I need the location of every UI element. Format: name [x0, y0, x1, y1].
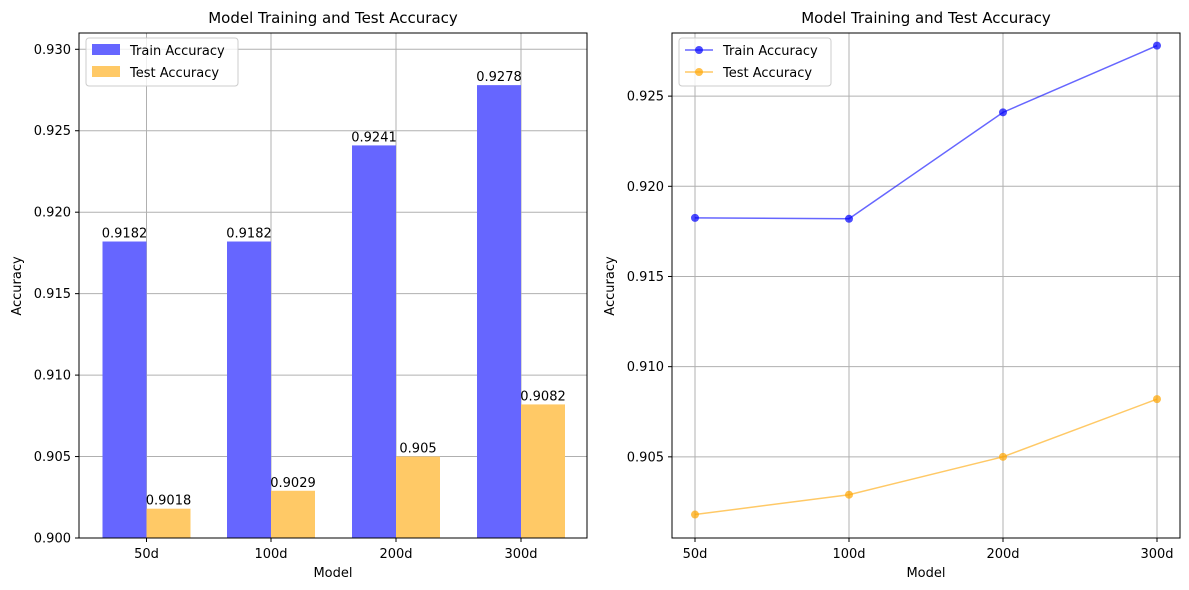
train-point	[691, 213, 699, 222]
y-tick-label: 0.910	[34, 369, 71, 384]
legend-swatch-train	[92, 44, 120, 55]
y-tick-label: 0.910	[627, 360, 664, 375]
x-tick-label: 200d	[379, 547, 412, 562]
bar-value-label: 0.905	[399, 442, 436, 457]
bar-chart-legend: Train Accuracy Test Accuracy	[85, 37, 239, 87]
y-tick-label: 0.905	[34, 450, 71, 465]
x-tick-label: 100d	[254, 547, 287, 562]
test-bar	[146, 508, 191, 538]
line-chart-legend: Train Accuracy Test Accuracy	[678, 37, 832, 87]
train-bar	[102, 241, 147, 539]
legend-marker-train	[695, 46, 703, 54]
legend-box	[85, 37, 239, 87]
legend-label-train: Train Accuracy	[722, 44, 818, 59]
legend-box	[678, 37, 832, 87]
train-point	[1153, 41, 1161, 50]
line-chart-frame	[671, 32, 1181, 539]
x-tick-label: 200d	[986, 547, 1019, 562]
test-bar	[271, 490, 315, 538]
bar-chart-marks: 0.9182 0.9182 0.9241 0.9278 0.9018 0.9029 0.90…	[102, 70, 566, 539]
bar-value-label: 0.9018	[146, 494, 192, 509]
y-tick-label: 0.925	[627, 90, 664, 105]
y-tick-label: 0.930	[34, 43, 71, 58]
train-point	[845, 214, 853, 223]
y-tick-label: 0.915	[34, 287, 71, 302]
y-tick-label: 0.900	[34, 532, 71, 547]
x-tick-label: 100d	[832, 547, 865, 562]
bar-chart-xlabel: Model	[313, 566, 352, 581]
bar-value-label: 0.9182	[226, 227, 272, 242]
line-chart-title: Model Training and Test Accuracy	[801, 9, 1051, 27]
train-line	[694, 44, 1158, 220]
test-bar	[396, 456, 440, 538]
legend-label-test: Test Accuracy	[722, 66, 812, 81]
y-tick-label: 0.915	[627, 270, 664, 285]
y-tick-label: 0.905	[627, 450, 664, 465]
bar-value-label: 0.9182	[102, 227, 148, 242]
test-line	[694, 398, 1158, 516]
bar-value-label: 0.9241	[351, 130, 397, 145]
bar-chart-ticks: 0.900 0.905 0.910 0.915 0.920 0.925 0.930 50d 10…	[34, 43, 538, 562]
bar-value-label: 0.9278	[476, 70, 522, 85]
legend-label-test: Test Accuracy	[129, 66, 219, 81]
bar-value-label: 0.9082	[520, 389, 566, 404]
legend-marker-test	[695, 68, 703, 76]
train-point	[999, 108, 1007, 117]
bar-chart-frame	[78, 32, 588, 539]
line-chart-ylabel: Accuracy	[603, 256, 618, 316]
test-point	[691, 510, 699, 519]
line-chart-ticks: 0.905 0.910 0.915 0.920 0.925 50d 100d 200d 300d	[627, 90, 1174, 562]
bar-chart-ylabel: Accuracy	[10, 256, 25, 316]
test-bar	[521, 404, 565, 538]
train-bar	[477, 85, 521, 539]
x-tick-label: 50d	[134, 547, 159, 562]
test-point	[845, 490, 853, 499]
x-tick-label: 300d	[1140, 547, 1173, 562]
train-bar	[227, 241, 271, 539]
y-tick-label: 0.920	[627, 180, 664, 195]
y-tick-label: 0.920	[34, 206, 71, 221]
line-chart-marks	[691, 41, 1161, 519]
bar-chart: Model Training and Test Accuracy Model A…	[10, 9, 588, 581]
x-tick-label: 50d	[683, 547, 708, 562]
bar-value-label: 0.9029	[270, 476, 316, 491]
line-chart-grid	[672, 33, 1180, 538]
test-point	[1153, 395, 1161, 404]
legend-label-train: Train Accuracy	[129, 44, 225, 59]
legend-swatch-test	[92, 66, 120, 77]
line-chart-xlabel: Model	[906, 566, 945, 581]
test-point	[999, 452, 1007, 461]
line-chart: Model Training and Test Accuracy Model A…	[603, 9, 1181, 581]
train-bar	[352, 145, 396, 538]
y-tick-label: 0.925	[34, 124, 71, 139]
bar-chart-title: Model Training and Test Accuracy	[208, 9, 458, 27]
x-tick-label: 300d	[504, 547, 537, 562]
